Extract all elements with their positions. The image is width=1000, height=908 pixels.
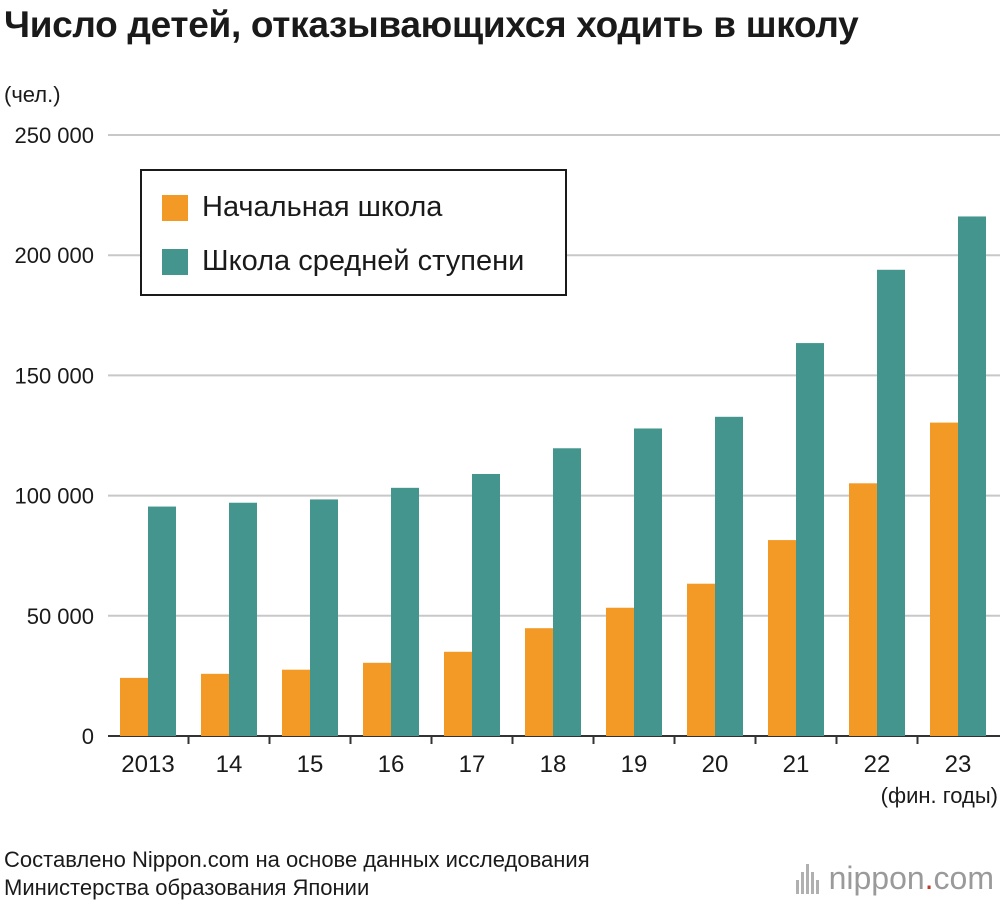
bar-middle: [958, 216, 986, 737]
y-tick-label: 0: [82, 724, 94, 749]
logo-dot: .: [924, 860, 934, 896]
legend-swatch-elementary: [162, 194, 188, 221]
chart-legend: Начальная школа Школа средней ступени: [140, 169, 567, 296]
x-tick-label: 23: [945, 751, 972, 778]
logo-bars-icon: [795, 863, 821, 894]
bar-elementary: [525, 628, 553, 736]
bar-middle: [310, 499, 338, 736]
bar-middle: [472, 473, 500, 736]
y-tick-label: 100 000: [14, 484, 94, 509]
y-tick-label: 250 000: [14, 123, 94, 148]
bar-middle: [634, 428, 662, 736]
legend-label-elementary: Начальная школа: [202, 191, 443, 223]
x-tick-label: 20: [702, 751, 729, 778]
y-tick-label: 50 000: [27, 604, 94, 629]
source-line-2: Министерства образования Японии: [4, 875, 370, 900]
bar-elementary: [849, 483, 877, 736]
bar-middle: [796, 343, 824, 736]
logo-text: nippon: [828, 860, 925, 896]
bar-elementary: [444, 651, 472, 736]
x-tick-label: 22: [864, 751, 891, 778]
x-tick-label: 21: [783, 751, 810, 778]
nippon-logo: nippon. com: [795, 860, 994, 897]
y-tick-label: 200 000: [14, 243, 94, 268]
x-tick-label: 2013: [121, 751, 174, 778]
legend-item-elementary: Начальная школа: [162, 191, 442, 224]
legend-swatch-middle: [162, 248, 188, 275]
bar-middle: [877, 269, 905, 736]
legend-label-middle: Школа средней ступени: [202, 245, 525, 277]
x-tick-label: 18: [540, 751, 567, 778]
source-note: Составлено Nippon.com на основе данных и…: [4, 846, 590, 902]
bar-middle: [715, 416, 743, 736]
x-tick-label: 15: [297, 751, 324, 778]
bar-elementary: [930, 422, 958, 736]
bar-elementary: [363, 662, 391, 736]
bar-middle: [229, 502, 257, 736]
bar-middle: [391, 487, 419, 736]
y-tick-label: 150 000: [14, 363, 94, 388]
bar-elementary: [687, 583, 715, 736]
x-tick-label: 19: [621, 751, 648, 778]
bar-elementary: [768, 540, 796, 736]
x-tick-label: 16: [378, 751, 405, 778]
bar-middle: [553, 448, 581, 736]
x-tick-label: 14: [216, 751, 243, 778]
x-axis-unit-label: (фин. годы): [880, 783, 998, 808]
x-tick-label: 17: [459, 751, 486, 778]
bar-middle: [148, 506, 176, 736]
bar-elementary: [282, 669, 310, 736]
legend-item-middle: Школа средней ступени: [162, 245, 524, 278]
source-line-1: Составлено Nippon.com на основе данных и…: [4, 847, 590, 872]
y-axis-unit-label: (чел.): [4, 82, 61, 107]
bar-elementary: [201, 673, 229, 736]
bar-elementary: [606, 607, 634, 736]
logo-suffix: com: [933, 860, 994, 896]
bar-elementary: [120, 677, 148, 736]
chart-title: Число детей, отказывающихся ходить в шко…: [4, 4, 859, 45]
